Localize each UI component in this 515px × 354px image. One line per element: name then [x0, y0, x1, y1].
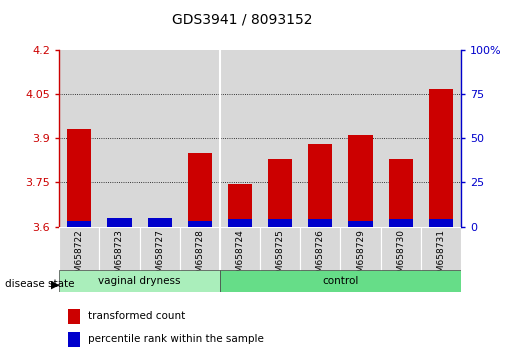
Bar	[99, 227, 140, 271]
Bar	[300, 227, 340, 271]
Bar	[99, 50, 140, 227]
Bar	[260, 50, 300, 227]
Text: GDS3941 / 8093152: GDS3941 / 8093152	[172, 12, 312, 27]
Bar	[220, 50, 260, 227]
Bar	[389, 219, 413, 227]
Text: GSM658730: GSM658730	[396, 229, 405, 284]
Bar	[308, 144, 332, 227]
Text: transformed count: transformed count	[88, 312, 185, 321]
Bar	[140, 227, 180, 271]
Text: control: control	[322, 276, 358, 286]
Bar	[188, 221, 212, 227]
Bar	[67, 221, 91, 227]
Bar	[188, 153, 212, 227]
Bar	[260, 227, 300, 271]
Bar	[180, 227, 220, 271]
Bar	[349, 135, 372, 227]
Text: GSM658731: GSM658731	[436, 229, 445, 284]
Text: percentile rank within the sample: percentile rank within the sample	[88, 335, 264, 344]
Bar	[68, 332, 80, 347]
Text: disease state: disease state	[5, 279, 75, 289]
Bar	[300, 50, 340, 227]
Text: GSM658722: GSM658722	[75, 229, 84, 284]
Text: ▶: ▶	[50, 280, 59, 290]
Bar	[381, 50, 421, 227]
Text: GSM658727: GSM658727	[155, 229, 164, 284]
Bar	[340, 227, 381, 271]
Bar	[421, 50, 461, 227]
Bar	[429, 89, 453, 227]
Text: GSM658729: GSM658729	[356, 229, 365, 284]
Bar	[308, 219, 332, 227]
Bar	[59, 50, 99, 227]
Bar	[228, 184, 252, 227]
Text: vaginal dryness: vaginal dryness	[98, 276, 181, 286]
Bar	[108, 221, 131, 227]
Bar	[140, 50, 180, 227]
Text: GSM658723: GSM658723	[115, 229, 124, 284]
Bar	[421, 227, 461, 271]
Bar	[59, 270, 220, 292]
Bar	[228, 219, 252, 227]
Bar	[108, 218, 131, 227]
Text: GSM658725: GSM658725	[276, 229, 285, 284]
Bar	[180, 50, 220, 227]
Bar	[67, 129, 91, 227]
Bar	[340, 50, 381, 227]
Text: GSM658724: GSM658724	[235, 229, 245, 284]
Bar	[381, 227, 421, 271]
Bar	[268, 219, 292, 227]
Text: GSM658726: GSM658726	[316, 229, 325, 284]
Bar	[220, 270, 461, 292]
Bar	[68, 309, 80, 324]
Bar	[389, 159, 413, 227]
Bar	[59, 227, 99, 271]
Bar	[429, 219, 453, 227]
Bar	[220, 227, 260, 271]
Text: GSM658728: GSM658728	[195, 229, 204, 284]
Bar	[349, 221, 372, 227]
Bar	[268, 159, 292, 227]
Bar	[148, 218, 171, 227]
Bar	[148, 221, 171, 227]
